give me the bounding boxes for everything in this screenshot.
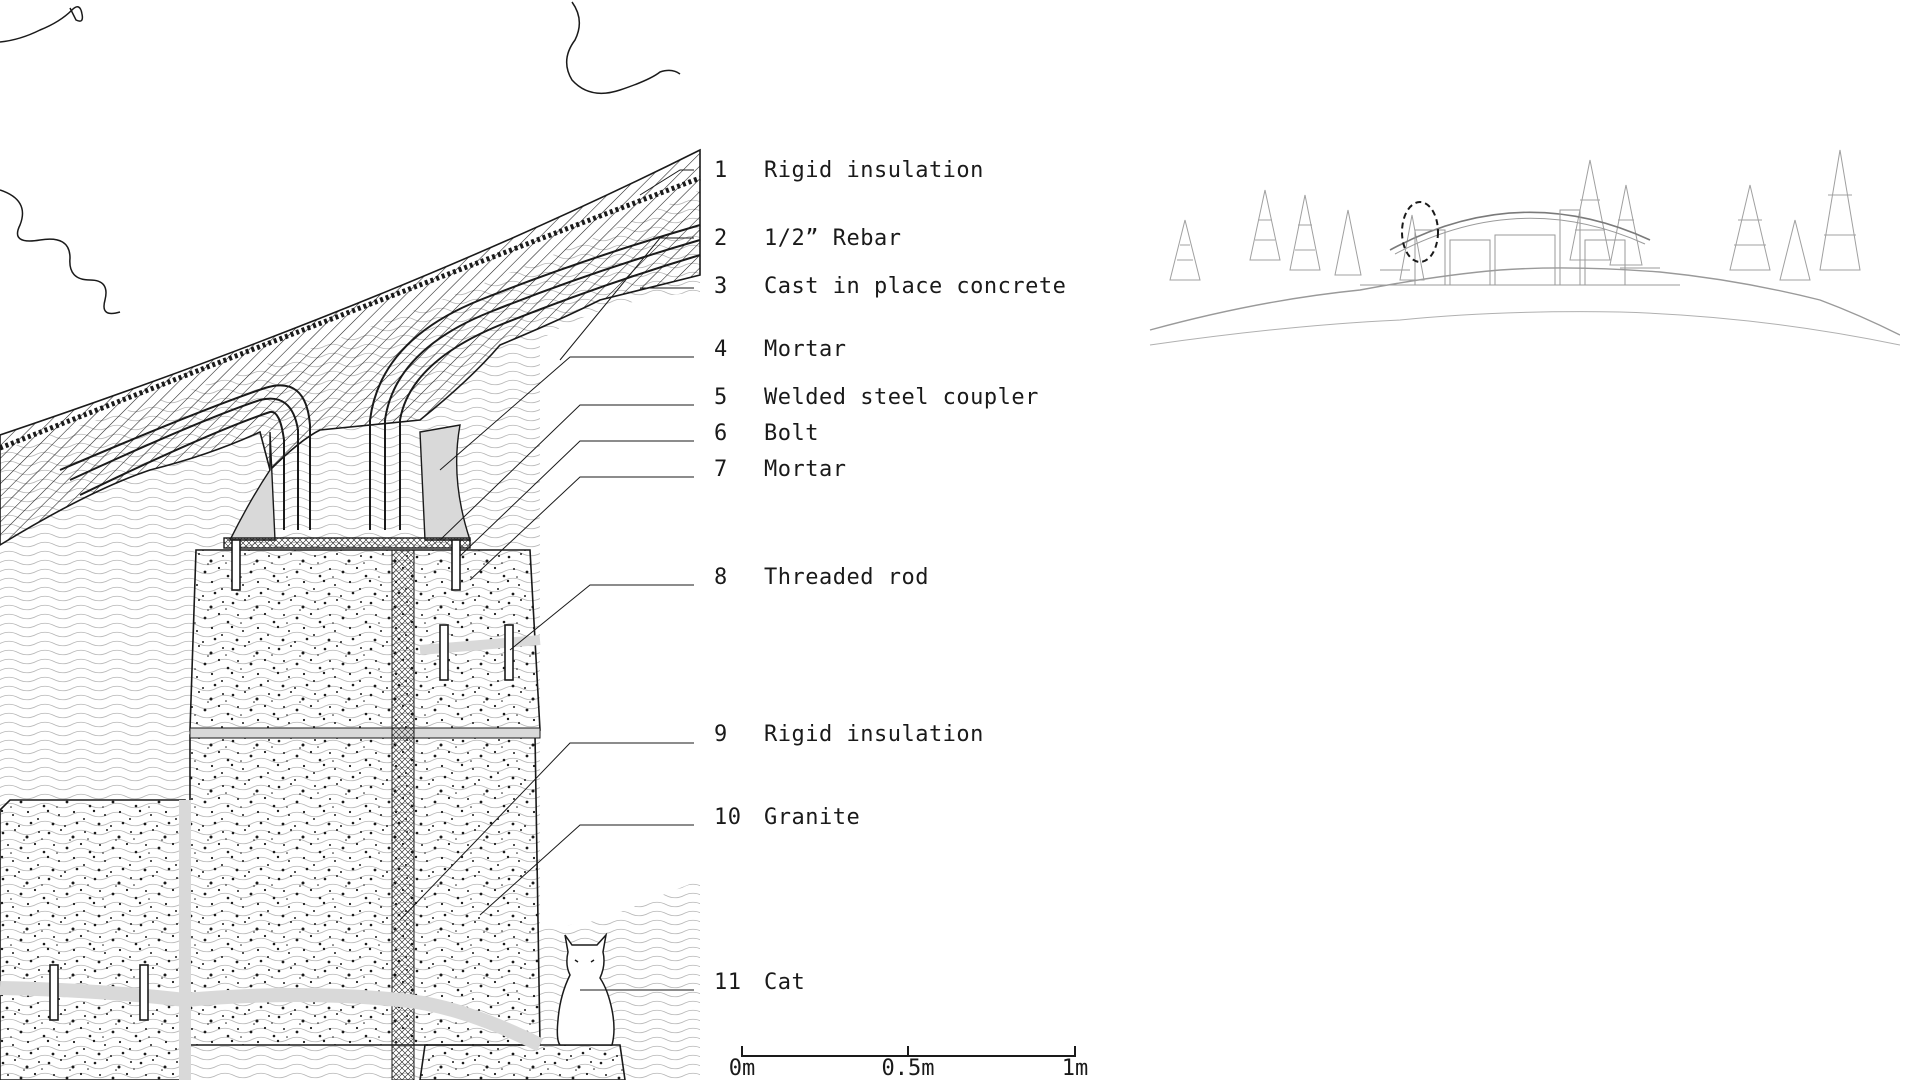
- concrete-shell: [0, 148, 701, 546]
- ground-line: [1149, 311, 1900, 346]
- site-section-context: [1149, 149, 1900, 346]
- scale-label-1: 1m: [1061, 1056, 1089, 1081]
- legend-label: Welded steel coupler: [764, 385, 1039, 410]
- legend-item: 6 Bolt: [714, 421, 819, 446]
- legend-label: Threaded rod: [764, 565, 929, 590]
- root-line: [0, 6, 84, 43]
- mortar-joint: [189, 727, 541, 739]
- legend-item: 11 Cat: [714, 970, 805, 995]
- leader-lines: [399, 169, 694, 991]
- scale-bar: [741, 1046, 1076, 1057]
- legend-item: 5 Welded steel coupler: [714, 385, 1039, 410]
- legend-label: Cast in place concrete: [764, 274, 1067, 299]
- legend-number: 2: [714, 226, 728, 251]
- legend-number: 6: [714, 421, 728, 446]
- legend-item: 10 Granite: [714, 805, 860, 830]
- granite-block: [0, 799, 186, 1080]
- legend-number: 11: [714, 970, 742, 995]
- legend-item: 3 Cast in place concrete: [714, 274, 1066, 299]
- legend-number: 4: [714, 337, 728, 362]
- legend-number: 1: [714, 158, 728, 183]
- root-line: [0, 189, 121, 315]
- rigid-insulation-layer: [0, 175, 701, 451]
- legend-label: Rigid insulation: [764, 158, 984, 183]
- legend-item: 9 Rigid insulation: [714, 722, 984, 747]
- dome-roof: [1389, 211, 1651, 251]
- legend-number: 10: [714, 805, 742, 830]
- detail-callout-marker: [1401, 201, 1439, 263]
- legend-item: 8 Threaded rod: [714, 565, 929, 590]
- legend-label: 1/2” Rebar: [764, 226, 902, 251]
- legend-number: 5: [714, 385, 728, 410]
- bolt-group: [49, 539, 514, 1021]
- legend-number: 8: [714, 565, 728, 590]
- legend-number: 9: [714, 722, 728, 747]
- rigid-insulation-vertical: [391, 549, 415, 1080]
- legend-item: 2 1/2” Rebar: [714, 226, 901, 251]
- rebar-group: [59, 224, 701, 530]
- mortar-joint: [0, 981, 544, 1052]
- granite-block: [419, 1044, 626, 1080]
- legend-label: Granite: [764, 805, 861, 830]
- building-body: [1360, 209, 1680, 286]
- legend-number: 3: [714, 274, 728, 299]
- root-line: [566, 1, 681, 95]
- legend-label: Mortar: [764, 457, 847, 482]
- steel-coupler-plate: [223, 537, 471, 549]
- legend-number: 7: [714, 457, 728, 482]
- scale-label-0: 0m: [728, 1056, 756, 1081]
- legend-label: Cat: [764, 970, 806, 995]
- legend-label: Rigid insulation: [764, 722, 984, 747]
- tree-group: [1169, 149, 1861, 281]
- legend-item: 7 Mortar: [714, 457, 846, 482]
- legend-item: 1 Rigid insulation: [714, 158, 984, 183]
- scale-label-half: 0.5m: [881, 1056, 935, 1081]
- ground-line: [1149, 267, 1900, 336]
- dome-roof: [1394, 217, 1646, 255]
- wall-section-detail: [0, 1, 701, 1080]
- legend-label: Mortar: [764, 337, 847, 362]
- legend-label: Bolt: [764, 421, 819, 446]
- legend-item: 4 Mortar: [714, 337, 846, 362]
